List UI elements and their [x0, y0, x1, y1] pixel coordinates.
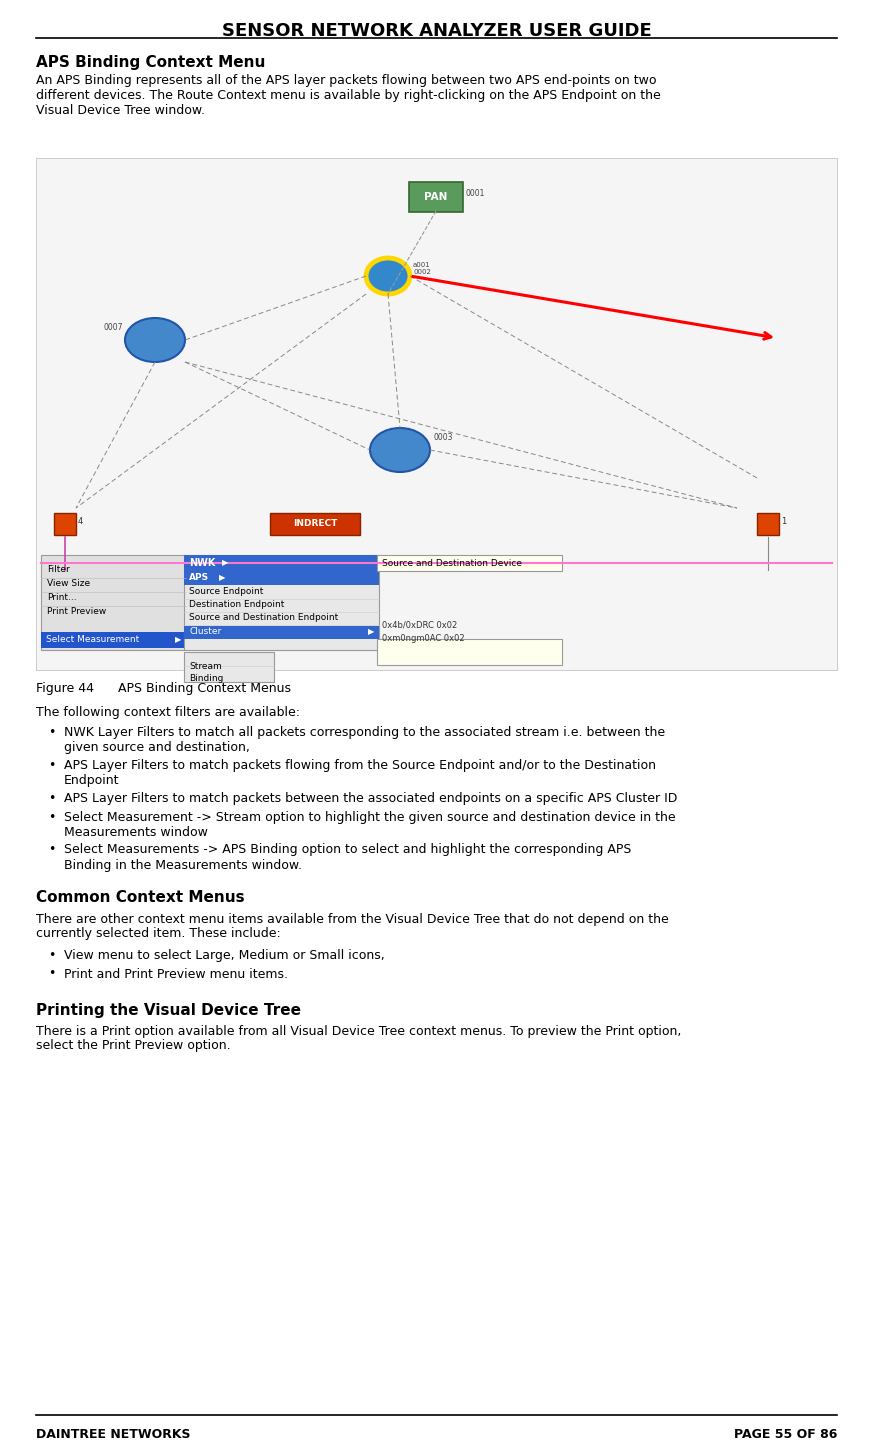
Text: PAN: PAN [424, 192, 448, 203]
Text: Printing the Visual Device Tree: Printing the Visual Device Tree [36, 1003, 301, 1017]
Text: APS Layer Filters to match packets between the associated endpoints on a specifi: APS Layer Filters to match packets betwe… [64, 792, 677, 805]
FancyBboxPatch shape [41, 556, 186, 650]
Text: ▶: ▶ [222, 559, 229, 567]
Text: Select Measurement: Select Measurement [46, 635, 140, 644]
Text: There is a Print option available from all Visual Device Tree context menus. To : There is a Print option available from a… [36, 1024, 681, 1052]
Text: Select Measurement -> Stream option to highlight the given source and destinatio: Select Measurement -> Stream option to h… [64, 810, 676, 838]
Text: An APS Binding represents all of the APS layer packets flowing between two APS e: An APS Binding represents all of the APS… [36, 74, 661, 117]
Text: •: • [48, 726, 55, 739]
FancyBboxPatch shape [409, 182, 463, 213]
Text: Print and Print Preview menu items.: Print and Print Preview menu items. [64, 968, 288, 981]
Text: •: • [48, 760, 55, 773]
Text: APS Layer Filters to match packets flowing from the Source Endpoint and/or to th: APS Layer Filters to match packets flowi… [64, 760, 656, 787]
Text: NWK Layer Filters to match all packets corresponding to the associated stream i.: NWK Layer Filters to match all packets c… [64, 726, 665, 754]
Text: Print Preview: Print Preview [47, 606, 107, 616]
Text: APS: APS [189, 573, 210, 583]
Text: Print...: Print... [47, 593, 77, 602]
Text: View Size: View Size [47, 579, 90, 587]
FancyBboxPatch shape [36, 158, 837, 670]
Text: Stream: Stream [189, 661, 222, 671]
Text: Cluster: Cluster [189, 628, 221, 637]
Text: 1: 1 [781, 517, 787, 527]
Text: Source and Destination Endpoint: Source and Destination Endpoint [189, 614, 338, 622]
FancyBboxPatch shape [270, 514, 360, 535]
Text: ▶: ▶ [219, 573, 225, 583]
Ellipse shape [366, 258, 410, 294]
Text: •: • [48, 810, 55, 823]
Text: View menu to select Large, Medium or Small icons,: View menu to select Large, Medium or Sma… [64, 948, 385, 961]
Text: 0003: 0003 [433, 433, 452, 441]
Text: Destination Endpoint: Destination Endpoint [189, 601, 285, 609]
FancyBboxPatch shape [377, 556, 562, 572]
Text: a001
0002: a001 0002 [413, 262, 431, 275]
FancyBboxPatch shape [54, 514, 76, 535]
Text: •: • [48, 948, 55, 961]
Text: There are other context menu items available from the Visual Device Tree that do: There are other context menu items avail… [36, 913, 669, 941]
FancyBboxPatch shape [377, 640, 562, 666]
FancyBboxPatch shape [757, 514, 779, 535]
Text: 0x4b/0xDRC 0x02: 0x4b/0xDRC 0x02 [382, 621, 457, 629]
Text: NWK: NWK [189, 559, 216, 569]
Text: The following context filters are available:: The following context filters are availa… [36, 706, 300, 719]
Text: ▶: ▶ [368, 628, 374, 637]
Text: Binding: Binding [189, 674, 223, 683]
Ellipse shape [125, 318, 185, 362]
Text: 0001: 0001 [465, 190, 485, 198]
Text: SENSOR NETWORK ANALYZER USER GUIDE: SENSOR NETWORK ANALYZER USER GUIDE [222, 22, 651, 41]
Text: ▶: ▶ [175, 635, 181, 644]
Text: 0007: 0007 [104, 323, 123, 331]
Text: Common Context Menus: Common Context Menus [36, 890, 244, 906]
Text: •: • [48, 968, 55, 981]
Text: 4: 4 [78, 517, 83, 527]
Text: Filter: Filter [47, 564, 70, 574]
Text: Source and Destination Device: Source and Destination Device [382, 559, 522, 567]
FancyBboxPatch shape [184, 556, 379, 572]
Text: PAGE 55 OF 86: PAGE 55 OF 86 [733, 1428, 837, 1441]
Ellipse shape [370, 428, 430, 472]
Text: •: • [48, 792, 55, 805]
Text: Source Endpoint: Source Endpoint [189, 587, 264, 596]
Text: DAINTREE NETWORKS: DAINTREE NETWORKS [36, 1428, 190, 1441]
FancyBboxPatch shape [41, 632, 186, 648]
FancyBboxPatch shape [184, 653, 274, 682]
FancyBboxPatch shape [184, 572, 379, 585]
Text: •: • [48, 844, 55, 857]
Text: 0xm0ngm0AC 0x02: 0xm0ngm0AC 0x02 [382, 634, 464, 642]
Text: INDRECT: INDRECT [292, 519, 337, 528]
FancyBboxPatch shape [184, 627, 379, 640]
FancyBboxPatch shape [184, 556, 379, 650]
Text: APS Binding Context Menu: APS Binding Context Menu [36, 55, 265, 69]
Text: Select Measurements -> APS Binding option to select and highlight the correspond: Select Measurements -> APS Binding optio… [64, 844, 631, 871]
Text: Figure 44      APS Binding Context Menus: Figure 44 APS Binding Context Menus [36, 682, 291, 695]
